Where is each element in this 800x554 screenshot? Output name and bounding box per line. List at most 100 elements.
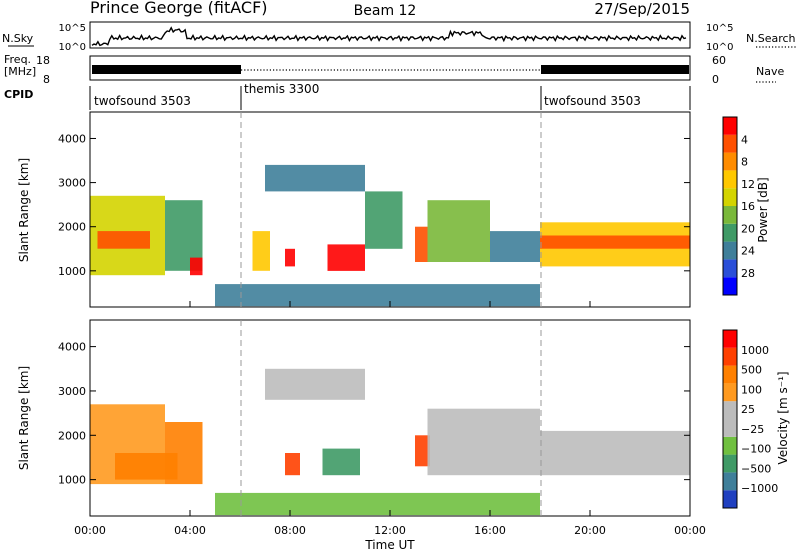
y-tick-label: 3000	[58, 177, 86, 190]
cpid-mode-2: themis 3300	[244, 82, 319, 96]
nave-tick-low: 0	[712, 73, 719, 86]
colorbar-tick-label: 100	[741, 383, 762, 396]
power-y-axis: 1000 2000 3000 4000	[58, 132, 690, 278]
x-tick-label: 12:00	[374, 524, 406, 537]
nsky-label: N.Sky	[2, 32, 34, 45]
cpid-row: CPID twofsound 3503 themis 3300 twofsoun…	[4, 82, 691, 110]
heatmap-cell-9	[415, 226, 428, 262]
y-tick-label: 4000	[58, 341, 86, 354]
freq-tick-low: 8	[43, 73, 50, 86]
velocity-panel: 1000 2000 3000 4000 Slant Range [km] 1000 50…	[17, 319, 790, 517]
heatmap-cell-4	[252, 231, 270, 271]
power-heatmap	[90, 164, 690, 307]
heatmap-cell-10	[427, 200, 490, 262]
colorbar-swatch	[723, 134, 737, 153]
time-axis: 00:00 04:00 08:00 12:00 16:00 20:00 00:00	[74, 301, 706, 537]
cpid-mode-3: twofsound 3503	[544, 94, 641, 108]
velocity-y-axis: 1000 2000 3000 4000	[58, 341, 690, 487]
heatmap-cell-8	[540, 430, 690, 476]
colorbar-swatch	[723, 170, 737, 189]
x-tick-label: 04:00	[174, 524, 206, 537]
colorbar-tick-label: 28	[741, 267, 755, 280]
colorbar-tick-label: 12	[741, 178, 755, 191]
colorbar-tick-label: −100	[741, 443, 771, 456]
colorbar-tick-label: −25	[741, 423, 764, 436]
velocity-cbar-label: Velocity [m s⁻¹]	[776, 371, 790, 464]
colorbar-tick-label: 1000	[741, 344, 769, 357]
colorbar-tick-label: 500	[741, 364, 762, 377]
colorbar-tick-label: 4	[741, 133, 748, 146]
colorbar-swatch	[723, 188, 737, 206]
nsky-frame	[89, 21, 691, 49]
y-tick-label: 2000	[58, 221, 86, 234]
cpid-label: CPID	[4, 88, 33, 101]
colorbar-tick-label: 24	[741, 245, 755, 258]
cpid-mode-1: twofsound 3503	[94, 94, 191, 108]
station-title: Prince George (fitACF)	[90, 0, 268, 17]
colorbar-swatch	[723, 472, 737, 491]
nsky-panel: N.Sky 10^5 10^0 10^5 10^0 N.Search	[2, 21, 796, 53]
nsearch-tick-low: 10^0	[706, 42, 733, 53]
colorbar-swatch	[723, 206, 737, 224]
heatmap-cell-4	[322, 448, 360, 476]
nave-tick-high: 60	[712, 54, 726, 67]
x-tick-label: 00:00	[74, 524, 106, 537]
heatmap-cell-11	[490, 231, 540, 262]
freq-trace-3	[541, 65, 689, 74]
colorbar-swatch	[723, 401, 737, 419]
nsky-tick-low: 10^0	[59, 42, 86, 53]
velocity-ylabel: Slant Range [km]	[17, 366, 31, 470]
freq-tick-high: 18	[36, 54, 50, 67]
colorbar-tick-label: −500	[741, 462, 771, 475]
colorbar-tick-label: −1000	[741, 482, 778, 495]
heatmap-cell-1	[97, 231, 150, 249]
heatmap-cell-3	[265, 368, 365, 400]
colorbar-swatch	[723, 365, 737, 384]
heatmap-cell-8	[365, 191, 403, 249]
colorbar-swatch	[723, 152, 737, 171]
y-tick-label: 1000	[58, 474, 86, 487]
colorbar-swatch	[723, 277, 737, 295]
nsky-tick-high: 10^5	[59, 23, 86, 34]
heatmap-cell-7	[427, 408, 540, 476]
time-axis-label: Time UT	[364, 538, 415, 552]
nsearch-tick-high: 10^5	[706, 23, 733, 34]
heatmap-cell-9	[215, 492, 540, 516]
power-cbar-label: Power [dB]	[756, 177, 770, 242]
heatmap-cell-6	[415, 435, 430, 467]
colorbar-tick-label: 16	[741, 200, 755, 213]
x-tick-label: 16:00	[474, 524, 506, 537]
colorbar-frame	[722, 116, 738, 296]
velocity-frame	[89, 319, 691, 517]
y-tick-label: 4000	[58, 132, 86, 145]
freq-panel: Freq. [MHz] 18 8 60 0 Nave	[4, 53, 784, 86]
heatmap-cell-7	[265, 164, 365, 192]
heatmap-cell-5	[285, 248, 295, 267]
colorbar-swatch	[723, 454, 737, 473]
freq-label-1: Freq.	[4, 53, 31, 66]
nsearch-label: N.Search	[746, 32, 796, 45]
colorbar-swatch	[723, 330, 737, 348]
colorbar-swatch	[723, 241, 737, 260]
colorbar-tick-label: 20	[741, 222, 755, 235]
colorbar-frame	[722, 329, 738, 509]
heatmap-cell-14	[215, 284, 540, 307]
heatmap-cell-13	[540, 235, 690, 249]
colorbar-swatch	[723, 117, 737, 135]
beam-title: Beam 12	[354, 3, 417, 19]
x-tick-label: 00:00	[674, 524, 706, 537]
colorbar-tick-label: 8	[741, 156, 748, 169]
date-title: 27/Sep/2015	[594, 0, 690, 18]
velocity-colorbar: 1000 500 100 25 −25 −100 −500 −1000	[722, 329, 778, 509]
power-ylabel: Slant Range [km]	[17, 158, 31, 262]
heatmap-cell-5	[285, 453, 300, 476]
freq-trace-1	[92, 65, 241, 74]
colorbar-swatch	[723, 223, 737, 242]
power-colorbar: 4 8 12 16 20 24 28	[722, 116, 755, 296]
colorbar-swatch	[723, 383, 737, 402]
colorbar-swatch	[723, 259, 737, 278]
x-tick-label: 20:00	[574, 524, 606, 537]
x-tick-label: 08:00	[274, 524, 306, 537]
nsky-trace	[91, 26, 687, 47]
